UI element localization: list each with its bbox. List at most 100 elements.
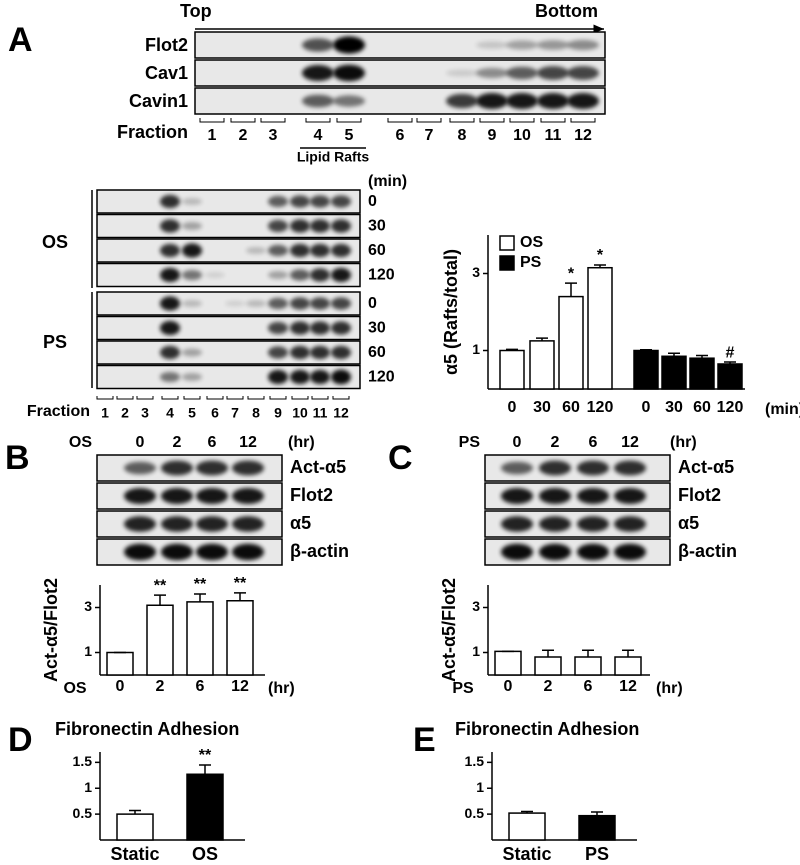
fraction-bracket xyxy=(291,396,309,400)
band xyxy=(331,243,351,258)
band xyxy=(161,516,193,532)
x-tick-label: 30 xyxy=(533,399,551,416)
bar xyxy=(146,604,174,676)
band xyxy=(302,38,334,52)
band xyxy=(501,487,533,505)
error-bar xyxy=(542,649,554,657)
x-tick-label: PS xyxy=(585,844,609,864)
band xyxy=(196,516,228,532)
fraction-bracket xyxy=(161,396,179,400)
x-tick-label: 30 xyxy=(665,399,683,416)
fraction-bracket xyxy=(540,118,566,123)
band xyxy=(501,461,533,475)
band xyxy=(290,345,310,360)
band xyxy=(331,195,351,208)
band xyxy=(310,345,330,360)
significance-mark: # xyxy=(726,344,735,361)
band xyxy=(161,487,193,505)
significance-mark: * xyxy=(568,265,575,282)
band xyxy=(182,299,202,308)
y-tick-label: 0.5 xyxy=(465,805,485,821)
x-tick-label: Static xyxy=(110,844,159,864)
band xyxy=(476,41,508,49)
error-bar xyxy=(696,354,708,359)
band xyxy=(310,297,330,310)
group-label: PS xyxy=(459,434,481,451)
band xyxy=(232,543,264,561)
unit-label: (hr) xyxy=(670,434,697,451)
unit-label: (min) xyxy=(368,173,407,190)
y-tick-label: 3 xyxy=(472,264,480,280)
y-tick-label: 1.5 xyxy=(73,753,93,769)
fraction-number: 9 xyxy=(488,127,497,144)
band xyxy=(246,246,266,255)
row-label: Flot2 xyxy=(290,485,333,505)
band xyxy=(232,487,264,505)
time-label: 6 xyxy=(208,434,217,451)
band xyxy=(614,543,646,561)
band xyxy=(614,487,646,505)
band xyxy=(268,219,288,233)
band xyxy=(506,40,538,50)
fraction-number: 3 xyxy=(141,405,149,421)
bar xyxy=(534,656,562,676)
row-label: Flot2 xyxy=(678,485,721,505)
y-tick-label: 1 xyxy=(84,779,92,795)
panel-letter: E xyxy=(413,721,436,759)
time-label: 120 xyxy=(368,369,395,386)
x-unit-label: (hr) xyxy=(268,680,295,697)
time-label: 30 xyxy=(368,218,386,235)
band xyxy=(539,460,571,476)
row-label: Act-α5 xyxy=(678,457,734,477)
band xyxy=(506,66,538,80)
x-tick-label: 60 xyxy=(693,399,711,416)
y-tick-label: 1 xyxy=(84,643,92,659)
band xyxy=(567,39,599,51)
fraction-number: 12 xyxy=(574,127,592,144)
fraction-bracket xyxy=(570,118,596,123)
band xyxy=(506,92,538,110)
x-tick-label: Static xyxy=(502,844,551,864)
fraction-bracket xyxy=(416,118,442,123)
y-tick-label: 3 xyxy=(84,598,92,614)
band xyxy=(446,93,478,109)
fraction-number: 1 xyxy=(208,127,217,144)
band xyxy=(539,487,571,505)
band xyxy=(539,543,571,561)
band xyxy=(290,219,310,233)
panel-letter: C xyxy=(388,439,413,477)
band xyxy=(331,345,351,360)
fraction-number: 11 xyxy=(545,127,562,144)
time-label: 60 xyxy=(368,344,386,361)
band xyxy=(290,195,310,208)
band xyxy=(160,320,180,336)
fraction-label: Fraction xyxy=(117,122,188,142)
y-axis-label: Act-α5/Flot2 xyxy=(439,578,459,682)
band xyxy=(160,219,180,233)
bar xyxy=(689,357,715,390)
error-bar xyxy=(521,810,533,814)
y-tick-label: 1 xyxy=(472,341,480,357)
unit-label: (hr) xyxy=(288,434,315,451)
time-label: 0 xyxy=(136,434,145,451)
bar xyxy=(508,812,546,841)
band xyxy=(290,243,310,258)
error-bar xyxy=(582,649,594,657)
fraction-bracket xyxy=(183,396,201,400)
time-label: 2 xyxy=(551,434,560,451)
x-tick-label: 2 xyxy=(544,678,553,695)
error-bar xyxy=(622,649,634,657)
band xyxy=(232,516,264,532)
error-bar xyxy=(594,264,606,268)
band xyxy=(333,64,365,82)
bar xyxy=(116,813,154,841)
fraction-number: 10 xyxy=(292,405,308,421)
bar xyxy=(614,656,642,676)
band xyxy=(290,297,310,310)
band xyxy=(333,95,365,107)
time-label: 6 xyxy=(589,434,598,451)
top-label: Top xyxy=(180,1,212,21)
band xyxy=(310,369,330,385)
